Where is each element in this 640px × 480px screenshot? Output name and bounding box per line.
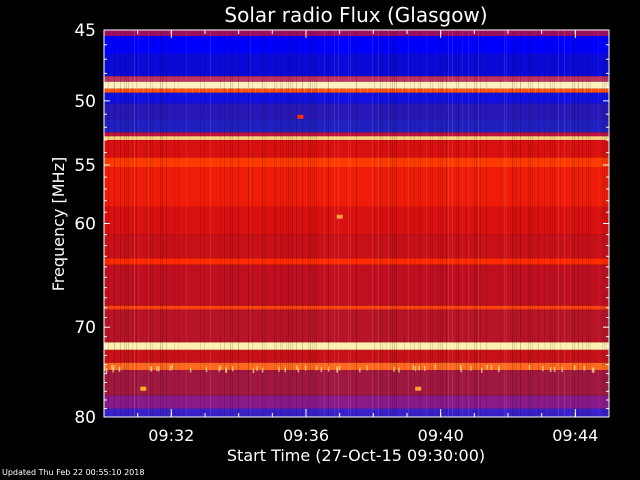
- band-3: [104, 76, 609, 82]
- y-tick-label-4: 70: [74, 318, 96, 338]
- x-tick-label-1: 09:36: [283, 426, 329, 445]
- spot-1: [336, 214, 343, 219]
- band-2: [104, 53, 609, 77]
- band-18: [104, 305, 609, 310]
- x-tick-label-2: 09:40: [418, 426, 464, 445]
- band-4: [104, 81, 609, 89]
- spot-3: [415, 386, 422, 391]
- band-11: [104, 140, 609, 158]
- band-22: [104, 362, 609, 370]
- spot-0: [297, 114, 304, 119]
- y-axis: 45 50 55 60 70 80: [74, 21, 609, 428]
- updated-timestamp: Updated Thu Feb 22 00:55:10 2018: [2, 468, 145, 477]
- band-8: [104, 119, 609, 133]
- band-6: [104, 92, 609, 104]
- spot-layer: [140, 114, 422, 391]
- band-25: [104, 408, 609, 417]
- band-0: [104, 30, 609, 36]
- band-10: [104, 136, 609, 141]
- band-21: [104, 349, 609, 363]
- x-axis: 09:32 09:36 09:40 09:44: [103, 30, 610, 445]
- band-19: [104, 309, 609, 343]
- band-7: [104, 103, 609, 120]
- plot-area: [104, 30, 609, 417]
- band-12: [104, 157, 609, 168]
- band-5: [104, 88, 609, 93]
- band-16: [104, 258, 609, 265]
- y-axis-label: Frequency [MHz]: [49, 157, 68, 291]
- spot-2: [140, 386, 147, 391]
- band-9: [104, 132, 609, 137]
- band-20: [104, 342, 609, 350]
- band-23: [104, 369, 609, 396]
- y-tick-label-2: 55: [74, 156, 96, 176]
- band-13: [104, 167, 609, 207]
- band-15: [104, 234, 609, 259]
- x-tick-label-3: 09:44: [552, 426, 598, 445]
- x-axis-label: Start Time (27-Oct-15 09:30:00): [227, 446, 485, 465]
- chart-title: Solar radio Flux (Glasgow): [224, 3, 487, 27]
- y-tick-label-0: 45: [74, 21, 96, 41]
- y-tick-label-3: 60: [74, 215, 96, 235]
- x-tick-label-0: 09:32: [148, 426, 194, 445]
- y-tick-label-1: 50: [74, 92, 96, 112]
- band-24: [104, 395, 609, 409]
- plot-texture: [104, 30, 609, 417]
- band-17: [104, 264, 609, 306]
- band-1: [104, 35, 609, 54]
- y-tick-label-5: 80: [74, 408, 96, 428]
- band-14: [104, 206, 609, 235]
